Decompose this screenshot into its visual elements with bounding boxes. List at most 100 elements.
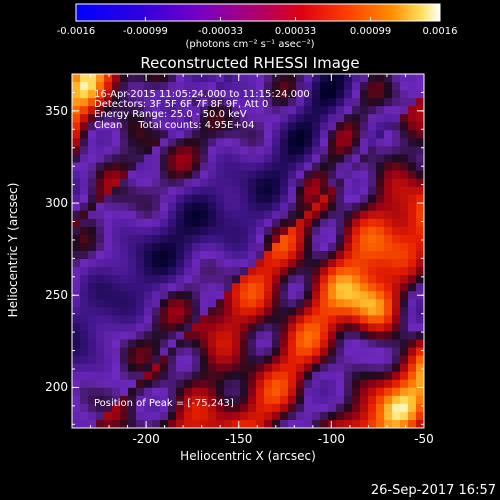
heatmap-cell bbox=[224, 379, 233, 389]
heatmap-cell bbox=[336, 210, 345, 220]
heatmap-cell bbox=[368, 106, 377, 115]
heatmap-cell bbox=[72, 419, 81, 428]
heatmap-cell bbox=[344, 411, 353, 421]
heatmap-cell bbox=[120, 114, 129, 123]
heatmap-cell bbox=[312, 387, 321, 397]
heatmap-cell bbox=[248, 267, 257, 276]
heatmap-cell bbox=[288, 403, 297, 413]
heatmap-cell bbox=[208, 146, 217, 156]
heatmap-cell bbox=[360, 186, 369, 196]
heatmap-cell bbox=[96, 82, 105, 91]
heatmap-cell bbox=[392, 178, 401, 188]
heatmap-cell bbox=[168, 387, 177, 397]
heatmap-cell bbox=[280, 242, 289, 252]
heatmap-cell bbox=[72, 186, 81, 196]
heatmap-cell bbox=[344, 234, 353, 244]
heatmap-cell bbox=[240, 395, 249, 405]
heatmap-cell bbox=[312, 170, 321, 180]
heatmap-cell bbox=[376, 114, 385, 123]
heatmap-cell bbox=[352, 347, 361, 357]
heatmap-cell bbox=[400, 371, 409, 381]
heatmap-cell bbox=[400, 259, 409, 268]
heatmap-cell bbox=[104, 419, 113, 428]
heatmap-cell bbox=[160, 82, 169, 91]
heatmap-cell bbox=[176, 299, 185, 308]
heatmap-cell bbox=[136, 162, 145, 172]
heatmap-cell bbox=[184, 138, 193, 148]
heatmap-cell bbox=[176, 226, 185, 236]
heatmap-cell bbox=[344, 162, 353, 172]
heatmap-cell bbox=[160, 122, 169, 131]
heatmap-cell bbox=[232, 122, 241, 131]
heatmap-cell bbox=[104, 395, 113, 405]
heatmap-cell bbox=[368, 387, 377, 397]
heatmap-cell bbox=[320, 387, 329, 397]
heatmap-cell bbox=[248, 291, 257, 300]
heatmap-cell bbox=[264, 395, 273, 405]
heatmap-cell bbox=[256, 323, 265, 333]
heatmap-cell bbox=[96, 387, 105, 397]
heatmap-cell bbox=[408, 82, 417, 91]
heatmap-cell bbox=[232, 387, 241, 397]
heatmap-cell bbox=[208, 170, 217, 180]
heatmap-cell bbox=[256, 82, 265, 91]
heatmap-cell bbox=[240, 74, 249, 83]
heatmap-cell bbox=[144, 419, 153, 428]
heatmap-cell bbox=[256, 114, 265, 123]
heatmap-cell bbox=[136, 154, 145, 164]
heatmap-cell bbox=[88, 138, 97, 148]
heatmap-cell bbox=[280, 291, 289, 300]
heatmap-cell bbox=[312, 234, 321, 244]
heatmap-cell bbox=[336, 138, 345, 148]
heatmap-cell bbox=[144, 178, 153, 188]
heatmap-cell bbox=[240, 387, 249, 397]
heatmap-cell bbox=[392, 291, 401, 300]
heatmap-cell bbox=[352, 371, 361, 381]
heatmap-cell bbox=[272, 339, 281, 349]
heatmap-cell bbox=[200, 178, 209, 188]
heatmap-cell bbox=[224, 251, 233, 260]
heatmap-cell bbox=[376, 106, 385, 115]
heatmap-cell bbox=[368, 347, 377, 357]
heatmap-cell bbox=[376, 178, 385, 188]
heatmap-cell bbox=[360, 395, 369, 405]
heatmap-cell bbox=[384, 251, 393, 260]
heatmap-cell bbox=[152, 186, 161, 196]
heatmap-cell bbox=[248, 138, 257, 148]
heatmap-cell bbox=[120, 299, 129, 308]
heatmap-cell bbox=[280, 307, 289, 316]
heatmap-cell bbox=[216, 419, 225, 428]
heatmap-cell bbox=[376, 202, 385, 212]
heatmap-cell bbox=[328, 186, 337, 196]
heatmap-cell bbox=[312, 218, 321, 228]
heatmap-cell bbox=[336, 234, 345, 244]
heatmap-cell bbox=[160, 146, 169, 156]
heatmap-cell bbox=[112, 331, 121, 341]
heatmap-cell bbox=[104, 138, 113, 148]
heatmap-cell bbox=[176, 395, 185, 405]
heatmap-cell bbox=[400, 275, 409, 284]
heatmap-cell bbox=[88, 162, 97, 172]
heatmap-cell bbox=[376, 146, 385, 156]
heatmap-cell bbox=[272, 226, 281, 236]
heatmap-cell bbox=[192, 395, 201, 405]
heatmap-cell bbox=[264, 218, 273, 228]
heatmap-cell bbox=[184, 419, 193, 428]
heatmap-cell bbox=[400, 242, 409, 252]
heatmap-cell bbox=[296, 347, 305, 357]
heatmap-cell bbox=[200, 275, 209, 284]
heatmap-cell bbox=[128, 194, 137, 204]
heatmap-cell bbox=[120, 251, 129, 260]
heatmap-cell bbox=[88, 355, 97, 365]
heatmap-cell bbox=[296, 331, 305, 341]
heatmap-cell bbox=[216, 283, 225, 292]
heatmap-cell bbox=[104, 154, 113, 164]
heatmap-cell bbox=[128, 291, 137, 300]
heatmap-cell bbox=[192, 82, 201, 91]
heatmap-cell bbox=[392, 315, 401, 325]
heatmap-cell bbox=[200, 339, 209, 349]
heatmap-cell bbox=[376, 371, 385, 381]
heatmap-cell bbox=[304, 106, 313, 115]
heatmap-cell bbox=[320, 419, 329, 428]
